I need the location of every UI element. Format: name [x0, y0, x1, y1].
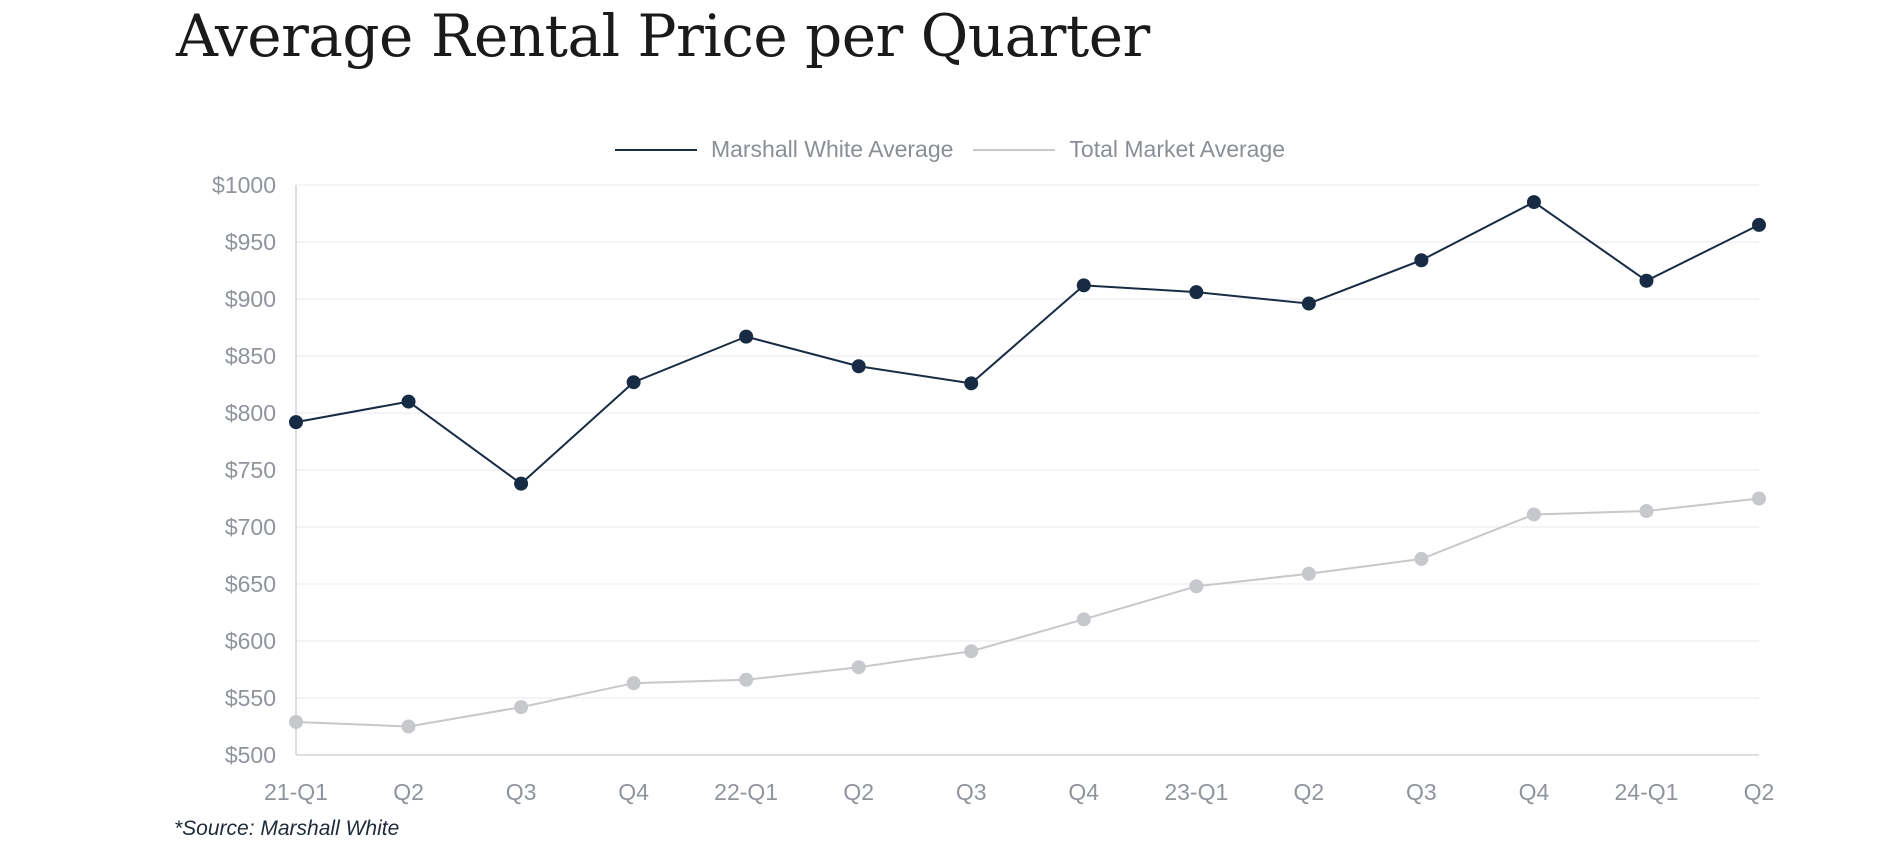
- data-point-marshall-white-average[interactable]: [851, 359, 866, 374]
- legend-label-total-market: Total Market Average: [1069, 136, 1286, 162]
- x-tick-label: Q4: [1068, 779, 1099, 805]
- legend-label-marshall-white: Marshall White Average: [710, 136, 954, 162]
- data-point-marshall-white-average[interactable]: [964, 376, 979, 391]
- series-marshall-white-average: [289, 195, 1766, 491]
- data-point-total-market-average[interactable]: [289, 714, 303, 729]
- series-line-marshall-white-average: [295, 201, 1760, 485]
- data-point-total-market-average[interactable]: [964, 644, 979, 659]
- data-point-marshall-white-average[interactable]: [401, 394, 416, 409]
- data-point-marshall-white-average[interactable]: [1189, 285, 1204, 300]
- source-note: *Source: Marshall White: [174, 817, 400, 840]
- data-point-marshall-white-average[interactable]: [1414, 253, 1429, 268]
- chart-title: Average Rental Price per Quarter: [176, 2, 1150, 70]
- x-tick-label: Q3: [956, 779, 987, 805]
- x-tick-label: 24-Q1: [1614, 779, 1678, 805]
- y-tick-label: $1000: [212, 172, 276, 198]
- data-point-marshall-white-average[interactable]: [1526, 195, 1541, 210]
- data-point-total-market-average[interactable]: [1752, 491, 1766, 506]
- data-point-marshall-white-average[interactable]: [1752, 217, 1766, 232]
- x-tick-label: Q3: [1406, 779, 1437, 805]
- x-tick-label: Q2: [1744, 779, 1775, 805]
- y-tick-label: $550: [225, 685, 276, 711]
- data-point-marshall-white-average[interactable]: [739, 329, 754, 344]
- chart-legend: Marshall White Average Total Market Aver…: [0, 136, 1900, 163]
- data-point-marshall-white-average[interactable]: [1639, 273, 1654, 288]
- y-tick-label: $650: [225, 571, 276, 597]
- data-point-total-market-average[interactable]: [739, 672, 754, 687]
- data-point-total-market-average[interactable]: [851, 660, 866, 675]
- y-tick-label: $600: [225, 628, 276, 654]
- data-point-total-market-average[interactable]: [1076, 612, 1091, 627]
- legend-item-total-market[interactable]: Total Market Average: [973, 136, 1285, 163]
- x-tick-label: Q4: [618, 779, 649, 805]
- y-tick-label: $750: [225, 457, 276, 483]
- data-point-marshall-white-average[interactable]: [289, 415, 303, 430]
- data-point-marshall-white-average[interactable]: [626, 375, 641, 390]
- x-tick-label: Q4: [1519, 779, 1550, 805]
- y-tick-label: $900: [225, 286, 276, 312]
- y-tick-label: $950: [225, 229, 276, 255]
- data-point-total-market-average[interactable]: [1639, 504, 1654, 519]
- x-axis-ticks: 21-Q1 Q2 Q3 Q4 22-Q1 Q2 Q3 Q4 23-Q1 Q2 Q3 Q4 24-Q1 Q2: [264, 779, 1774, 805]
- x-tick-label: Q2: [843, 779, 874, 805]
- y-tick-label: $850: [225, 343, 276, 369]
- x-tick-label: Q2: [1294, 779, 1325, 805]
- x-tick-label: Q2: [393, 779, 424, 805]
- x-tick-label: 21-Q1: [264, 779, 328, 805]
- legend-swatch-marshall-white: [614, 148, 697, 151]
- data-point-total-market-average[interactable]: [1414, 551, 1429, 566]
- series-line-total-market-average: [295, 497, 1760, 728]
- data-point-total-market-average[interactable]: [626, 676, 641, 691]
- data-point-marshall-white-average[interactable]: [1301, 296, 1316, 311]
- series-layer: [289, 195, 1766, 734]
- x-tick-label: 22-Q1: [714, 779, 778, 805]
- data-point-total-market-average[interactable]: [1526, 507, 1541, 522]
- data-point-total-market-average[interactable]: [401, 719, 416, 734]
- data-point-marshall-white-average[interactable]: [1076, 278, 1091, 293]
- x-tick-label: Q3: [506, 779, 537, 805]
- data-point-marshall-white-average[interactable]: [514, 476, 529, 491]
- data-point-total-market-average[interactable]: [1301, 566, 1316, 581]
- legend-swatch-total-market: [973, 148, 1056, 151]
- legend-item-marshall-white[interactable]: Marshall White Average: [614, 136, 954, 163]
- y-tick-label: $800: [225, 400, 276, 426]
- data-point-total-market-average[interactable]: [1189, 579, 1204, 594]
- x-tick-label: 23-Q1: [1164, 779, 1228, 805]
- data-point-total-market-average[interactable]: [514, 700, 529, 715]
- y-tick-label: $700: [225, 514, 276, 540]
- series-total-market-average: [289, 491, 1766, 734]
- y-axis-ticks: $500 $550 $600 $650 $700 $750 $800 $850 $900 $950…: [212, 172, 276, 768]
- y-tick-label: $500: [225, 742, 276, 768]
- gridlines: [295, 184, 1759, 756]
